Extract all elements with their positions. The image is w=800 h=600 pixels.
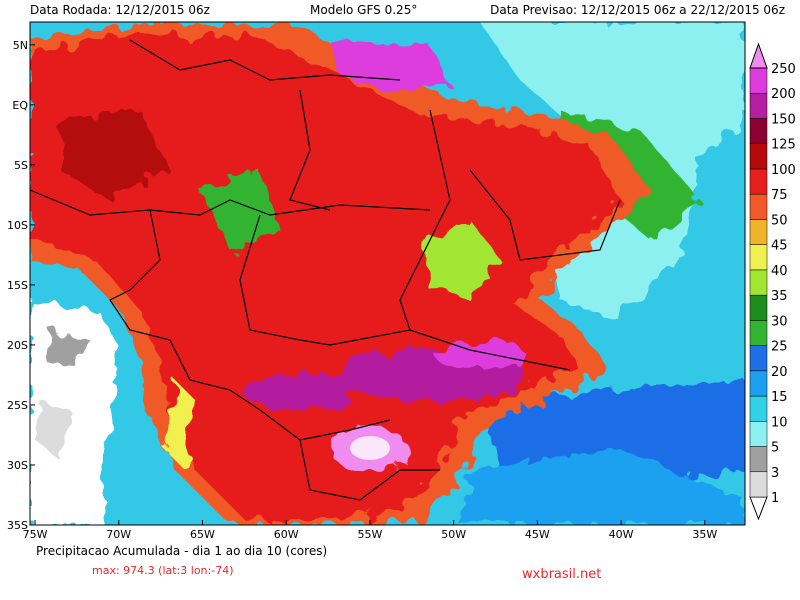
site-credit: wxbrasil.net	[522, 567, 601, 582]
y-tick-label: 5S	[14, 159, 28, 172]
x-tick-label: 75W	[23, 528, 48, 541]
colorbar-label: 35	[771, 289, 788, 304]
y-tick-label: 15S	[7, 279, 28, 292]
x-tick-label: 70W	[106, 528, 131, 541]
colorbar-label: 1	[771, 491, 779, 506]
y-tick-label: 10S	[7, 219, 28, 232]
colorbar-band	[749, 294, 768, 321]
x-tick-label: 65W	[190, 528, 215, 541]
y-tick-label: 5N	[13, 39, 28, 52]
colorbar-label: 10	[771, 415, 788, 430]
forecast-date: Data Previsao: 12/12/2015 06z a 22/12/20…	[490, 3, 785, 17]
colorbar-label: 25	[771, 340, 788, 355]
colorbar-label: 100	[771, 163, 796, 178]
colorbar-band	[749, 92, 768, 119]
colorbar-label: 3	[771, 466, 779, 481]
x-tick-label: 50W	[441, 528, 466, 541]
colorbar-band	[749, 345, 768, 372]
colorbar-label: 5	[771, 441, 779, 456]
colorbar-band	[749, 269, 768, 296]
y-tick-label: 30S	[7, 459, 28, 472]
colorbar-label: 50	[771, 213, 788, 228]
colorbar-label: 20	[771, 365, 788, 380]
x-tick-label: 40W	[609, 528, 634, 541]
colorbar-band	[749, 219, 768, 245]
colorbar-band	[749, 320, 768, 346]
colorbar-label: 150	[771, 112, 796, 127]
x-tick-label: 60W	[274, 528, 299, 541]
colorbar-band	[749, 421, 768, 447]
colorbar-label: 40	[771, 264, 788, 279]
y-tick-label: 35S	[7, 519, 28, 532]
colorbar-label: 45	[771, 239, 788, 254]
model-name: Modelo GFS 0.25°	[310, 3, 417, 17]
colorbar-band	[749, 471, 768, 498]
precip-field	[30, 22, 745, 525]
colorbar-band	[749, 193, 768, 220]
map-frame	[29, 21, 746, 526]
colorbar-label: 200	[771, 87, 796, 102]
colorbar-band	[749, 446, 768, 473]
colorbar-label: 75	[771, 188, 788, 203]
max-note: max: 974.3 (lat:3 lon:-74)	[92, 564, 233, 577]
y-tick-label: 20S	[7, 339, 28, 352]
colorbar-label: 125	[771, 138, 796, 153]
colorbar-band	[749, 118, 768, 144]
x-tick-label: 35W	[692, 528, 717, 541]
caption: Precipitacao Acumulada - dia 1 ao dia 10…	[36, 544, 327, 558]
colorbar-band	[749, 143, 768, 170]
colorbar-band	[749, 370, 768, 397]
colorbar-label: 30	[771, 314, 788, 329]
colorbar-above	[749, 42, 768, 69]
colorbar-below	[749, 496, 768, 521]
colorbar-band	[749, 67, 768, 94]
x-tick-label: 45W	[525, 528, 550, 541]
colorbar-band	[749, 168, 768, 195]
y-tick-label: EQ	[12, 99, 28, 112]
y-tick-label: 25S	[7, 399, 28, 412]
colorbar-label: 250	[771, 62, 796, 77]
colorbar-band	[749, 395, 768, 422]
run-date: Data Rodada: 12/12/2015 06z	[30, 3, 210, 17]
colorbar-label: 15	[771, 390, 788, 405]
x-tick-label: 55W	[357, 528, 382, 541]
colorbar-band	[749, 244, 768, 271]
